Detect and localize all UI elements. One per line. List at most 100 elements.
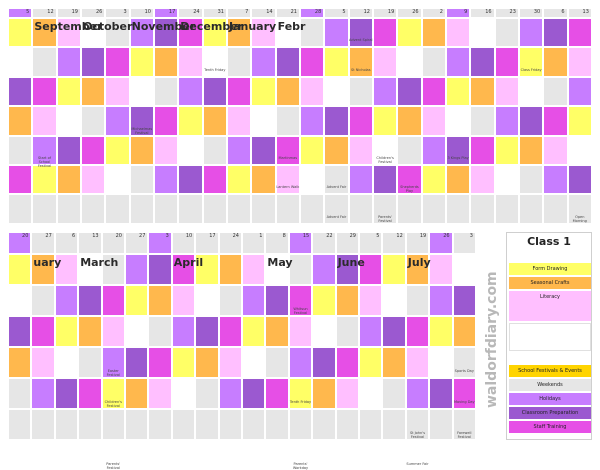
day-cell (218, 409, 242, 440)
day-cell (251, 18, 276, 48)
month-label: March (80, 256, 119, 269)
day-cell (288, 347, 313, 378)
event-label: Advent Spiral (349, 38, 373, 43)
day-cell (251, 165, 276, 195)
event-label: Tenth Friday (289, 400, 312, 404)
legend-item-holidays: Holidays (509, 393, 591, 405)
day-cell (335, 409, 359, 440)
day-cell (543, 194, 568, 224)
day-cell (105, 135, 130, 165)
day-cell (78, 378, 102, 409)
week-start-cell: 12 (382, 232, 406, 254)
day-cell (129, 135, 154, 165)
day-cell (288, 316, 313, 347)
day-cell (397, 76, 422, 107)
week-start-cell: 12 (32, 8, 57, 18)
day-cell (153, 47, 179, 77)
day-cell (299, 76, 325, 107)
day-cell (129, 18, 154, 48)
day-cell (8, 194, 33, 224)
day-cell (202, 106, 227, 136)
day-cell (171, 316, 196, 347)
day-cell (195, 409, 219, 440)
day-cell (429, 254, 453, 285)
day-cell (148, 254, 172, 285)
week-start-number: 5 (376, 233, 380, 239)
day-cell (178, 106, 203, 136)
week-start-cell: 28 (299, 8, 325, 18)
day-cell (101, 316, 125, 347)
day-cell (31, 316, 55, 347)
day-cell (421, 194, 446, 224)
day-cell (265, 316, 289, 347)
day-cell (153, 194, 179, 224)
event-label: St John's Festival (409, 431, 426, 439)
month-label: December (180, 20, 244, 33)
week-start-cell: 16 (470, 8, 495, 18)
day-cell (421, 76, 446, 107)
day-cell (148, 409, 172, 440)
event-label: Parents' Festival (378, 214, 393, 223)
day-cell (31, 409, 55, 440)
week-start-cell: 27 (125, 232, 149, 254)
day-cell (265, 378, 289, 409)
day-cell (148, 347, 172, 378)
day-cell (31, 254, 55, 285)
week-start-cell: 15 (288, 232, 313, 254)
legend: Class 1 Form Drawing Seasonal Crafts Lit… (506, 232, 592, 440)
event-label: Farewell Festival (457, 431, 472, 439)
month-label: October (82, 20, 133, 33)
day-cell (80, 18, 106, 48)
day-cell (299, 135, 325, 165)
day-cell (8, 347, 32, 378)
day-cell (348, 135, 373, 165)
day-cell (452, 347, 476, 378)
day-cell (178, 18, 203, 48)
day-cell (56, 135, 81, 165)
top-calendar-panel: 5 12 19 26 3 10 17 24 31 7 14 21 28 5 12 19 26 2 9 16 23 30 6 1… (8, 8, 592, 224)
week-start-cell: 19 (405, 232, 430, 254)
day-cell (312, 378, 336, 409)
day-cell (382, 409, 406, 440)
day-cell (56, 165, 81, 195)
day-cell (518, 106, 544, 136)
day-cell (312, 409, 336, 440)
week-start-number: 30 (533, 9, 541, 15)
month-label: September (34, 20, 103, 33)
legend-item-literacy: Literacy (509, 291, 591, 321)
month-label: July (407, 256, 431, 269)
day-cell (265, 409, 289, 440)
day-cell (445, 106, 471, 136)
week-start-cell: 5 (8, 8, 33, 18)
day-cell (405, 409, 430, 440)
day-cell (421, 47, 446, 77)
day-cell (251, 106, 276, 136)
day-cell (335, 285, 359, 316)
day-cell (421, 165, 446, 195)
day-cell (324, 194, 349, 224)
day-cell (129, 76, 154, 107)
day-cell (275, 47, 300, 77)
day-cell (494, 106, 519, 136)
week-start-cell: 26 (80, 8, 106, 18)
week-start-cell: 5 (359, 232, 383, 254)
day-cell (54, 378, 79, 409)
day-cell (470, 135, 495, 165)
day-cell (8, 18, 33, 48)
week-start-number: 12 (47, 9, 54, 15)
day-cell (78, 254, 102, 285)
day-cell (54, 347, 79, 378)
week-start-number: 6 (72, 233, 76, 239)
day-cell (288, 285, 313, 316)
day-cell (178, 165, 203, 195)
week-start-number: 28 (314, 9, 322, 15)
day-cell (226, 106, 252, 136)
day-cell (171, 409, 196, 440)
event-label: St Nicholas (351, 67, 371, 72)
event-label: Children's Festival (104, 400, 122, 408)
day-cell (312, 347, 336, 378)
day-cell (129, 106, 154, 136)
day-cell (288, 378, 313, 409)
event-label: Lantern Walk (276, 185, 300, 190)
day-cell (470, 194, 495, 224)
